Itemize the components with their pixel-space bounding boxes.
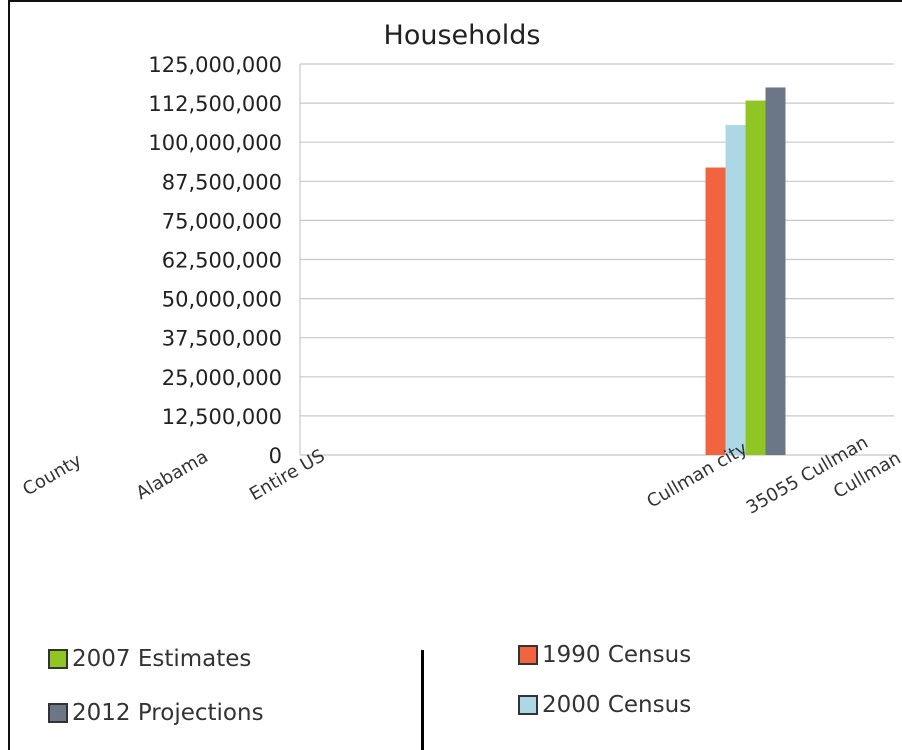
legend-item-2000-census[interactable]: 2000 Census	[518, 692, 691, 718]
x-tick-label: County	[19, 450, 85, 500]
legend-label-1990: 1990 Census	[542, 642, 691, 668]
x-tick-label: Alabama	[133, 446, 212, 504]
y-tick-label: 112,500,000	[148, 92, 282, 116]
y-tick-label: 87,500,000	[162, 170, 282, 194]
legend-item-2012-projections[interactable]: 2012 Projections	[48, 700, 264, 726]
y-tick-label: 12,500,000	[162, 405, 282, 429]
y-tick-label: 37,500,000	[162, 327, 282, 351]
legend-swatch-1990	[518, 645, 538, 665]
y-tick-label: 62,500,000	[162, 249, 282, 273]
x-tick-label: Entire US	[246, 445, 329, 505]
legend-item-1990-census[interactable]: 1990 Census	[518, 642, 691, 668]
legend-label-2012: 2012 Projections	[72, 700, 264, 726]
y-tick-label: 125,000,000	[148, 53, 282, 77]
y-tick-label: 100,000,000	[148, 131, 282, 155]
y-tick-label: 50,000,000	[162, 288, 282, 312]
x-tick-label: Cullman city	[643, 438, 751, 513]
legend-divider	[421, 650, 424, 750]
legend-label-2000: 2000 Census	[542, 692, 691, 718]
bar	[746, 101, 766, 455]
legend-label-2007: 2007 Estimates	[72, 646, 251, 672]
legend-item-2007-estimates[interactable]: 2007 Estimates	[48, 646, 251, 672]
chart-title: Households	[384, 20, 541, 51]
bar	[766, 87, 786, 455]
bar	[726, 125, 746, 455]
bar	[706, 168, 726, 455]
y-tick-label: 75,000,000	[162, 209, 282, 233]
legend-swatch-2000	[518, 695, 538, 715]
y-tick-labels: 0 12,500,000 25,000,000 37,500,000 50,000,00…	[148, 53, 282, 468]
y-tick-label: 25,000,000	[162, 366, 282, 390]
legend-swatch-2012	[48, 703, 68, 723]
legend-swatch-2007	[48, 649, 68, 669]
y-tick-label: 0	[269, 444, 282, 468]
gridlines	[300, 64, 894, 455]
